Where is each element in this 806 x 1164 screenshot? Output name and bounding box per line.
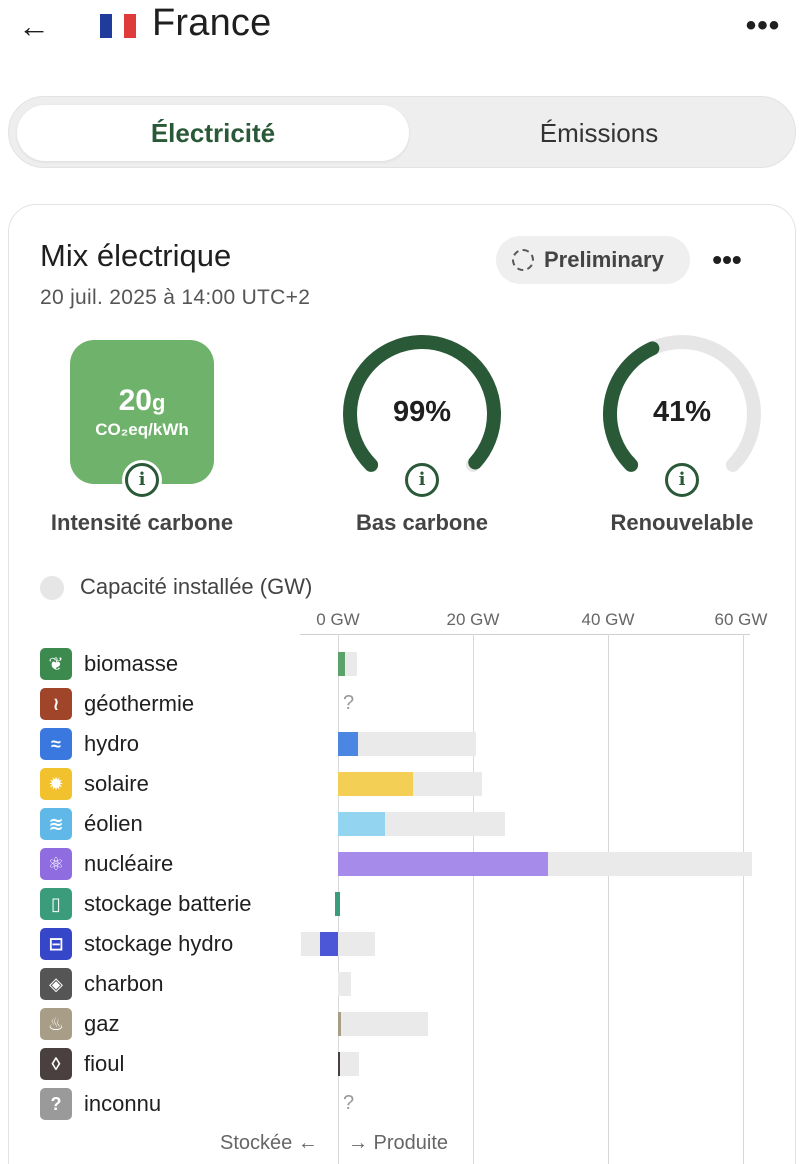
geothermal-icon: ≀ xyxy=(40,688,72,720)
low-carbon-label: Bas carbone xyxy=(355,510,489,535)
production-bar[interactable] xyxy=(338,1012,341,1036)
water-icon: ≈ xyxy=(40,728,72,760)
source-label: géothermie xyxy=(84,691,195,716)
produced-label: → Produite xyxy=(348,1132,449,1154)
carbon-intensity-label: Intensité carbone xyxy=(50,510,234,535)
source-label: stockage batterie xyxy=(84,891,252,916)
production-bar[interactable] xyxy=(338,652,345,676)
production-bar[interactable] xyxy=(338,772,413,796)
info-icon[interactable]: i xyxy=(122,460,162,500)
arrow-left-icon[interactable]: ← xyxy=(18,8,50,44)
production-bar[interactable] xyxy=(338,1052,340,1076)
production-bar[interactable] xyxy=(338,892,340,916)
sprout-icon: ❦ xyxy=(40,648,72,680)
unknown-value-marker: ? xyxy=(343,1092,355,1114)
source-label: fioul xyxy=(84,1051,125,1076)
coal-icon: ◈ xyxy=(40,968,72,1000)
card-date: 20 juil. 2025 à 14:00 UTC+2 xyxy=(40,286,311,309)
card-title: Mix électrique xyxy=(40,238,232,273)
flag-france-icon xyxy=(100,14,136,38)
capacity-bar[interactable] xyxy=(338,1052,359,1076)
source-label: nucléaire xyxy=(84,851,174,876)
page-title: France xyxy=(152,2,272,44)
source-label: solaire xyxy=(84,771,149,796)
axis-tick-label: 60 GW xyxy=(714,610,768,629)
renewable-gauge xyxy=(603,335,761,472)
renewable-value: 41% xyxy=(652,396,712,428)
gas-flame-icon: ♨ xyxy=(40,1008,72,1040)
info-icon[interactable]: i xyxy=(662,460,702,500)
storage-bar[interactable] xyxy=(335,892,338,916)
axis-tick-label: 0 GW xyxy=(316,610,360,629)
atom-icon: ⚛ xyxy=(40,848,72,880)
oil-drop-icon: ◊ xyxy=(40,1048,72,1080)
carbon-intensity-unit: CO₂eq/kWh xyxy=(95,420,189,439)
source-label: stockage hydro xyxy=(84,931,234,956)
capacity-bar[interactable] xyxy=(338,972,351,996)
low-carbon-value: 99% xyxy=(392,396,452,428)
tab-switcher: Électricité Émissions xyxy=(8,96,796,168)
unknown-value-marker: ? xyxy=(343,692,355,714)
carbon-intensity-box: 20g CO₂eq/kWh xyxy=(70,340,214,484)
source-label: gaz xyxy=(84,1011,120,1036)
capacity-toggle[interactable] xyxy=(40,576,64,600)
axis-tick-label: 40 GW xyxy=(581,610,635,629)
pumped-storage-icon: ⊟ xyxy=(40,928,72,960)
status-badge[interactable]: Preliminary xyxy=(496,236,690,284)
stored-label: Stockée ← xyxy=(220,1132,318,1154)
axis-line xyxy=(300,634,750,635)
source-label: inconnu xyxy=(84,1091,162,1116)
more-horizontal-icon[interactable]: ••• xyxy=(745,9,781,42)
question-icon: ? xyxy=(40,1088,72,1120)
capacity-toggle-label: Capacité installée (GW) xyxy=(80,574,313,599)
dashed-circle-icon xyxy=(512,249,534,271)
source-label: hydro xyxy=(84,731,140,756)
source-label: biomasse xyxy=(84,651,179,676)
tab-emissions[interactable]: Émissions xyxy=(539,118,659,148)
gridline xyxy=(608,634,609,1164)
capacity-bar[interactable] xyxy=(338,1012,428,1036)
capacity-bar[interactable] xyxy=(338,732,477,756)
production-bar[interactable] xyxy=(338,812,386,836)
wind-icon: ≋ xyxy=(40,808,72,840)
status-badge-label: Preliminary xyxy=(544,247,664,272)
card-more-icon[interactable]: ••• xyxy=(712,244,742,275)
low-carbon-gauge xyxy=(343,335,501,472)
renewable-label: Renouvelable xyxy=(610,510,754,535)
production-bar[interactable] xyxy=(338,852,548,876)
source-label: éolien xyxy=(84,811,143,836)
tab-electricity[interactable]: Électricité xyxy=(17,105,409,161)
gridline xyxy=(473,634,474,1164)
carbon-intensity-value: 20g xyxy=(118,384,166,417)
top-bar: ← France ••• xyxy=(0,0,806,56)
capacity-bar[interactable] xyxy=(300,932,376,956)
sun-icon: ✹ xyxy=(40,768,72,800)
axis-tick-label: 20 GW xyxy=(446,610,500,629)
info-icon[interactable]: i xyxy=(402,460,442,500)
storage-bar[interactable] xyxy=(319,932,338,956)
battery-icon: ▯ xyxy=(40,888,72,920)
production-bar[interactable] xyxy=(338,732,358,756)
gridline xyxy=(743,634,744,1164)
source-label: charbon xyxy=(84,971,164,996)
